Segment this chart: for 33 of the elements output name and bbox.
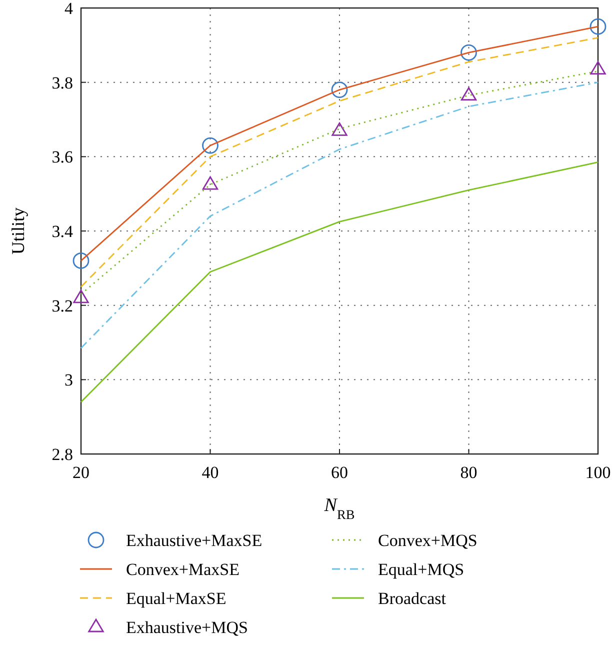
point (202, 176, 218, 190)
y-tick-label: 4 (64, 0, 74, 18)
y-tick-label: 3.4 (52, 222, 74, 241)
legend-label: Exhaustive+MaxSE (126, 530, 262, 550)
point (590, 18, 606, 35)
line-series (80, 162, 599, 403)
x-tick-label: 40 (202, 463, 219, 482)
x-tick-label: 80 (460, 463, 478, 482)
legend-label: Broadcast (378, 588, 446, 608)
legend-label: Equal+MaxSE (126, 588, 226, 608)
point (73, 290, 89, 304)
legend-label: Convex+MQS (378, 530, 478, 550)
point (72, 252, 90, 269)
x-tick-label: 100 (585, 463, 611, 482)
legend-label: Exhaustive+MQS (126, 618, 248, 637)
x-tick-label: 60 (331, 463, 348, 482)
legend-label: Convex+MaxSE (126, 560, 240, 579)
x-axis-title: N$_{RB}$ (323, 495, 355, 522)
point (460, 44, 477, 61)
point (590, 61, 606, 75)
y-tick-label: 3 (64, 370, 73, 390)
y-axis-title: Utility (8, 207, 28, 255)
point (460, 87, 477, 101)
legend-label: Equal+MQS (378, 560, 464, 579)
point (331, 82, 348, 98)
point (202, 137, 218, 154)
y-tick-label: 3.8 (52, 73, 73, 92)
x-tick-label: 20 (72, 463, 90, 482)
y-tick-label: 2.8 (52, 444, 73, 464)
y-tick-label: 3.6 (52, 148, 73, 167)
y-tick-label: 3.2 (52, 296, 73, 316)
line-series (80, 82, 599, 349)
point (332, 122, 348, 136)
